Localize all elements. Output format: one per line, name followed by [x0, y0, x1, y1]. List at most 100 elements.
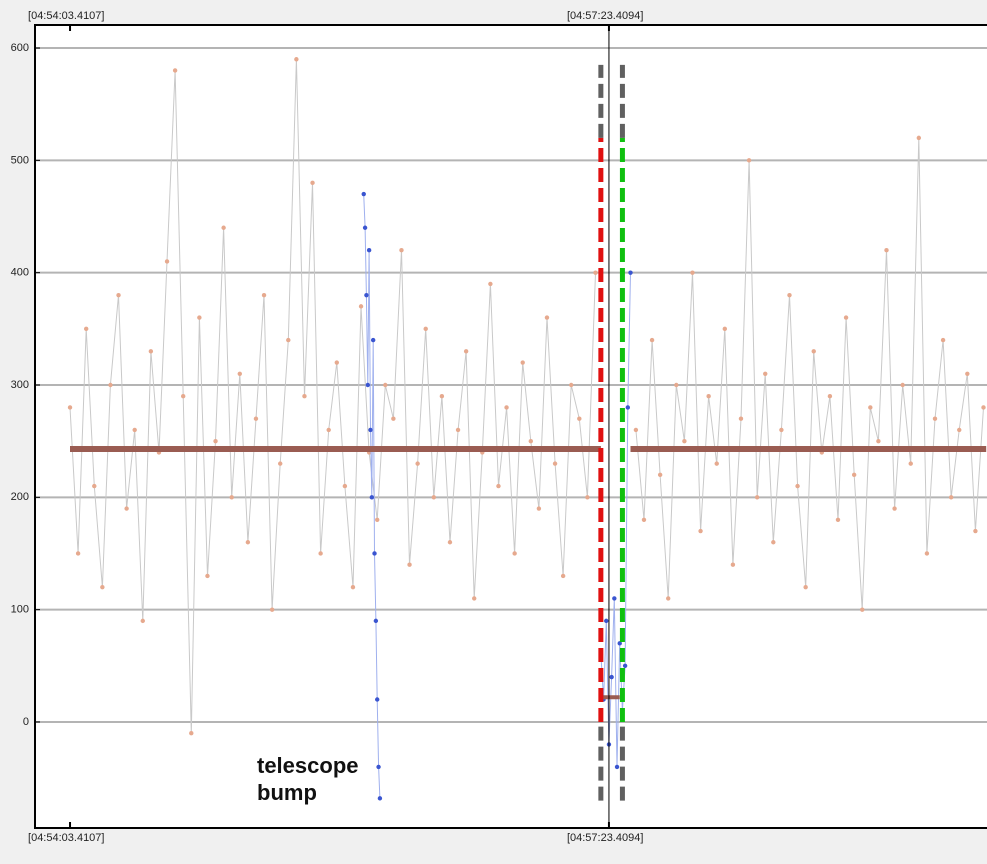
data-point	[213, 438, 218, 444]
data-point	[350, 584, 356, 590]
data-point	[463, 349, 469, 354]
data-point	[366, 248, 372, 253]
data-point	[593, 270, 598, 275]
data-point	[528, 438, 534, 444]
y-tick-label: 200	[11, 491, 29, 503]
data-point	[552, 461, 558, 466]
data-point	[569, 382, 574, 388]
y-tick-label: 0	[23, 716, 29, 728]
data-point	[172, 68, 178, 73]
data-point	[504, 405, 509, 410]
data-point	[876, 438, 881, 444]
data-point	[116, 292, 121, 298]
data-point	[625, 405, 631, 410]
data-point	[67, 405, 73, 410]
data-point	[916, 135, 922, 141]
data-point	[682, 438, 687, 444]
data-point	[439, 394, 445, 399]
data-point	[365, 382, 370, 388]
data-point	[609, 674, 614, 680]
data-point	[377, 796, 383, 801]
data-point	[189, 730, 194, 736]
x-tick-label: [04:57:23.4094]	[567, 10, 643, 22]
data-point	[577, 416, 582, 421]
y-tick-label: 400	[11, 267, 29, 279]
data-point	[415, 461, 420, 466]
data-point	[472, 596, 477, 601]
data-point	[698, 528, 703, 534]
data-point	[375, 697, 380, 702]
data-point	[811, 349, 816, 354]
data-point	[245, 540, 251, 545]
data-point	[981, 405, 986, 410]
data-point	[278, 461, 283, 466]
data-point	[560, 573, 566, 579]
series-line	[600, 272, 631, 767]
data-point	[391, 416, 396, 421]
data-point	[617, 641, 622, 646]
data-point	[520, 360, 525, 365]
data-point	[746, 158, 752, 163]
data-point	[261, 292, 267, 298]
data-point	[132, 427, 137, 433]
data-point	[779, 427, 784, 433]
data-point	[269, 607, 275, 612]
data-point	[423, 326, 428, 332]
data-point	[334, 360, 339, 365]
annotation: telescope bump	[257, 753, 359, 805]
data-point	[827, 394, 833, 399]
data-point	[370, 337, 376, 343]
data-point	[361, 191, 366, 197]
y-tick-label: 100	[11, 604, 29, 616]
data-point	[294, 57, 299, 62]
data-point	[835, 517, 841, 522]
data-point	[383, 382, 388, 388]
data-point	[754, 495, 760, 500]
data-point	[892, 506, 897, 511]
data-point	[763, 371, 768, 376]
data-point	[229, 495, 234, 500]
data-point	[302, 394, 307, 399]
data-point	[706, 394, 711, 399]
data-point	[407, 562, 412, 567]
data-point	[221, 225, 226, 230]
x-tick-label: [04:54:03.4107]	[28, 10, 104, 22]
data-point	[948, 495, 954, 500]
data-point	[795, 483, 800, 489]
y-tick-label: 300	[11, 379, 29, 391]
data-point	[641, 517, 647, 522]
data-point	[205, 573, 210, 579]
data-point	[738, 416, 744, 421]
data-point	[633, 427, 639, 433]
data-point	[973, 528, 978, 534]
series-line	[69, 59, 984, 734]
data-point	[908, 461, 913, 466]
data-point	[730, 562, 736, 567]
data-point	[375, 517, 380, 522]
y-tick-label: 600	[11, 42, 29, 54]
data-point	[544, 315, 550, 320]
data-point	[803, 584, 808, 590]
data-point	[237, 371, 242, 376]
data-point	[674, 382, 679, 388]
data-point	[326, 427, 331, 433]
data-point	[373, 618, 379, 624]
data-point	[585, 495, 590, 500]
data-point	[622, 663, 628, 669]
data-point	[92, 483, 97, 489]
data-point	[318, 551, 323, 556]
data-point	[342, 483, 348, 489]
y-tick-label: 500	[11, 154, 29, 166]
data-point	[884, 248, 889, 253]
data-point	[148, 349, 154, 354]
data-point	[787, 292, 792, 298]
x-tick-label: [04:54:03.4107]	[28, 832, 104, 844]
data-point	[100, 584, 105, 590]
data-point	[362, 225, 368, 230]
data-point	[843, 315, 849, 320]
data-point	[900, 382, 905, 388]
data-point	[628, 270, 633, 275]
data-point	[455, 427, 461, 433]
